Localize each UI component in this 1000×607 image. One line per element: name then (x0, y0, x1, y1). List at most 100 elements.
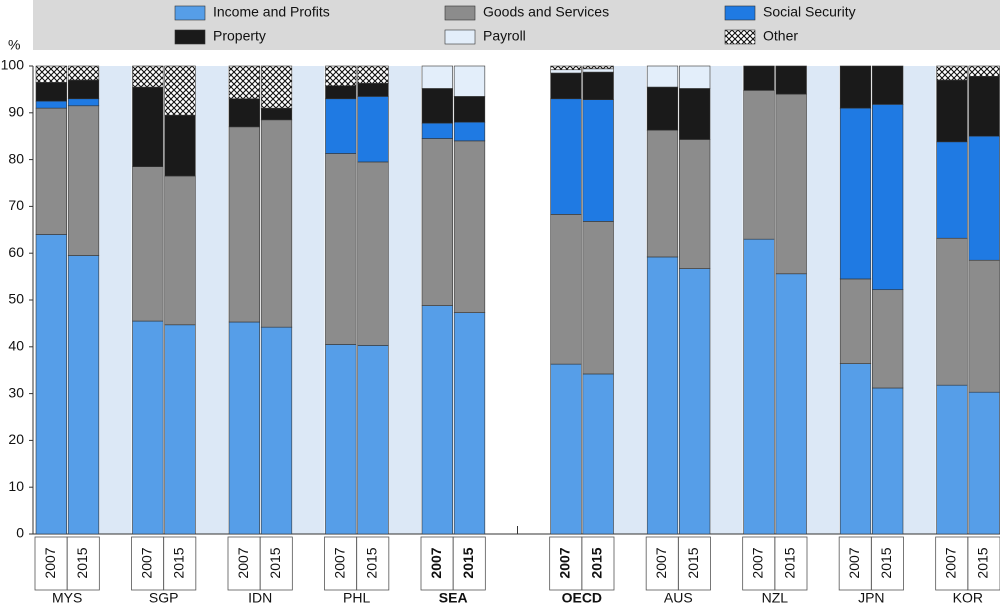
y-tick-label: 50 (8, 291, 24, 307)
legend-label: Social Security (763, 4, 856, 20)
bar-segment (325, 153, 357, 345)
bar-segment (936, 237, 968, 386)
group-gap (99, 66, 132, 534)
bar-segment (646, 256, 679, 535)
bar-segment (35, 234, 67, 535)
bar-segment (67, 65, 100, 81)
bar-segment (357, 96, 389, 163)
x-tick-label: 2015 (74, 547, 90, 578)
bar-segment (164, 175, 196, 326)
bar-segment (67, 255, 100, 535)
legend-swatch (174, 5, 206, 21)
bar-segment (132, 166, 164, 322)
x-tick-label: 2015 (589, 547, 605, 578)
x-tick-label: 2015 (975, 547, 991, 578)
bar-segment (936, 384, 968, 535)
bar-segment (453, 140, 486, 313)
bar-segment (421, 122, 453, 139)
bar-segment (550, 214, 582, 365)
y-tick-label: 60 (8, 244, 24, 260)
bar-segment (679, 268, 711, 535)
bar-segment (743, 65, 775, 91)
legend-label: Goods and Services (483, 4, 609, 20)
bar-segment (550, 69, 582, 74)
bar-segment (775, 93, 807, 275)
bar-segment (228, 98, 260, 128)
y-tick-label: 0 (16, 525, 24, 541)
bar-segment (421, 88, 453, 124)
bar-segment (872, 289, 904, 389)
y-tick-label: 40 (8, 338, 24, 354)
bar-segment (582, 68, 614, 73)
group-label: KOR (953, 590, 983, 606)
bar-segment (260, 326, 293, 535)
bar-segment (775, 65, 807, 95)
bar-segment (35, 65, 67, 83)
bar-segment (839, 65, 872, 109)
x-tick-label: 2007 (942, 547, 958, 578)
bar-segment (453, 312, 486, 535)
bar-segment (968, 75, 1000, 137)
bar-segment (325, 344, 357, 535)
x-tick-label: 2007 (331, 547, 347, 578)
bar-segment (67, 105, 100, 256)
x-label-cell (356, 536, 390, 591)
bar-segment (839, 278, 872, 364)
bar-segment (936, 79, 968, 143)
x-label-cell (452, 536, 486, 591)
bar-segment (357, 345, 389, 535)
bar-segment (646, 65, 679, 88)
bar-segment (582, 71, 614, 100)
bar-segment (453, 121, 486, 142)
bar-segment (164, 114, 196, 177)
group-label: IDN (248, 590, 272, 606)
bar-segment (679, 65, 711, 89)
group-label: JPN (858, 590, 884, 606)
x-label-cell (677, 536, 711, 591)
x-label-cell (66, 536, 100, 591)
bar-segment (260, 107, 293, 121)
group-label: OECD (562, 590, 602, 606)
bar-segment (260, 119, 293, 328)
bar-segment (968, 391, 1000, 535)
bar-segment (421, 305, 453, 535)
group-gap (292, 66, 325, 534)
legend-label: Income and Profits (213, 4, 330, 20)
x-tick-label: 2007 (556, 547, 572, 578)
bar-segment (550, 98, 582, 215)
bar-segment (582, 221, 614, 375)
bar-segment (679, 88, 711, 140)
y-tick-label: 100 (1, 57, 25, 73)
x-label-cell (870, 536, 904, 591)
bar-segment (260, 65, 293, 109)
bar-segment (228, 126, 260, 323)
x-tick-label: 2015 (782, 547, 798, 578)
bar-segment (132, 86, 164, 167)
bar-segment (936, 65, 968, 81)
bar-segment (35, 82, 67, 102)
bar-segment (968, 65, 1000, 77)
bar-segment (775, 273, 807, 535)
bar-segment (357, 65, 389, 84)
bar-segment (67, 79, 100, 100)
bar-segment (357, 161, 389, 346)
group-label: MYS (52, 590, 82, 606)
bar-segment (550, 72, 582, 100)
bar-segment (35, 100, 67, 109)
group-label: AUS (664, 590, 693, 606)
x-tick-label: 2007 (138, 547, 154, 578)
x-tick-label: 2015 (363, 547, 379, 578)
y-tick-label: 20 (8, 431, 24, 447)
bar-segment (453, 96, 486, 123)
bar-segment (582, 65, 614, 70)
bar-segment (164, 324, 196, 535)
y-tick-label: 80 (8, 150, 24, 166)
y-tick-label: 10 (8, 478, 24, 494)
group-label: PHL (343, 590, 370, 606)
y-tick-label: 30 (8, 384, 24, 400)
bar-segment (872, 104, 904, 291)
group-gap (195, 66, 228, 534)
bar-segment (582, 373, 614, 535)
x-tick-label: 2007 (42, 547, 58, 578)
